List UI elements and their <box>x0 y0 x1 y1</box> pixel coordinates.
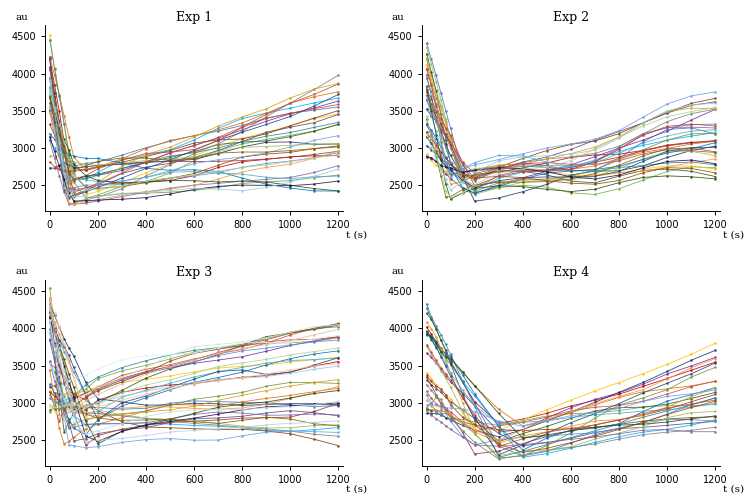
Text: t (s): t (s) <box>347 230 368 239</box>
Text: au: au <box>392 13 405 22</box>
Text: t (s): t (s) <box>723 485 744 494</box>
Text: t (s): t (s) <box>347 485 368 494</box>
Title: Exp 1: Exp 1 <box>176 11 212 24</box>
Title: Exp 3: Exp 3 <box>176 266 212 279</box>
Title: Exp 4: Exp 4 <box>553 266 589 279</box>
Text: au: au <box>392 267 405 276</box>
Text: t (s): t (s) <box>723 230 744 239</box>
Text: au: au <box>15 267 28 276</box>
Text: au: au <box>15 13 28 22</box>
Title: Exp 2: Exp 2 <box>553 11 589 24</box>
